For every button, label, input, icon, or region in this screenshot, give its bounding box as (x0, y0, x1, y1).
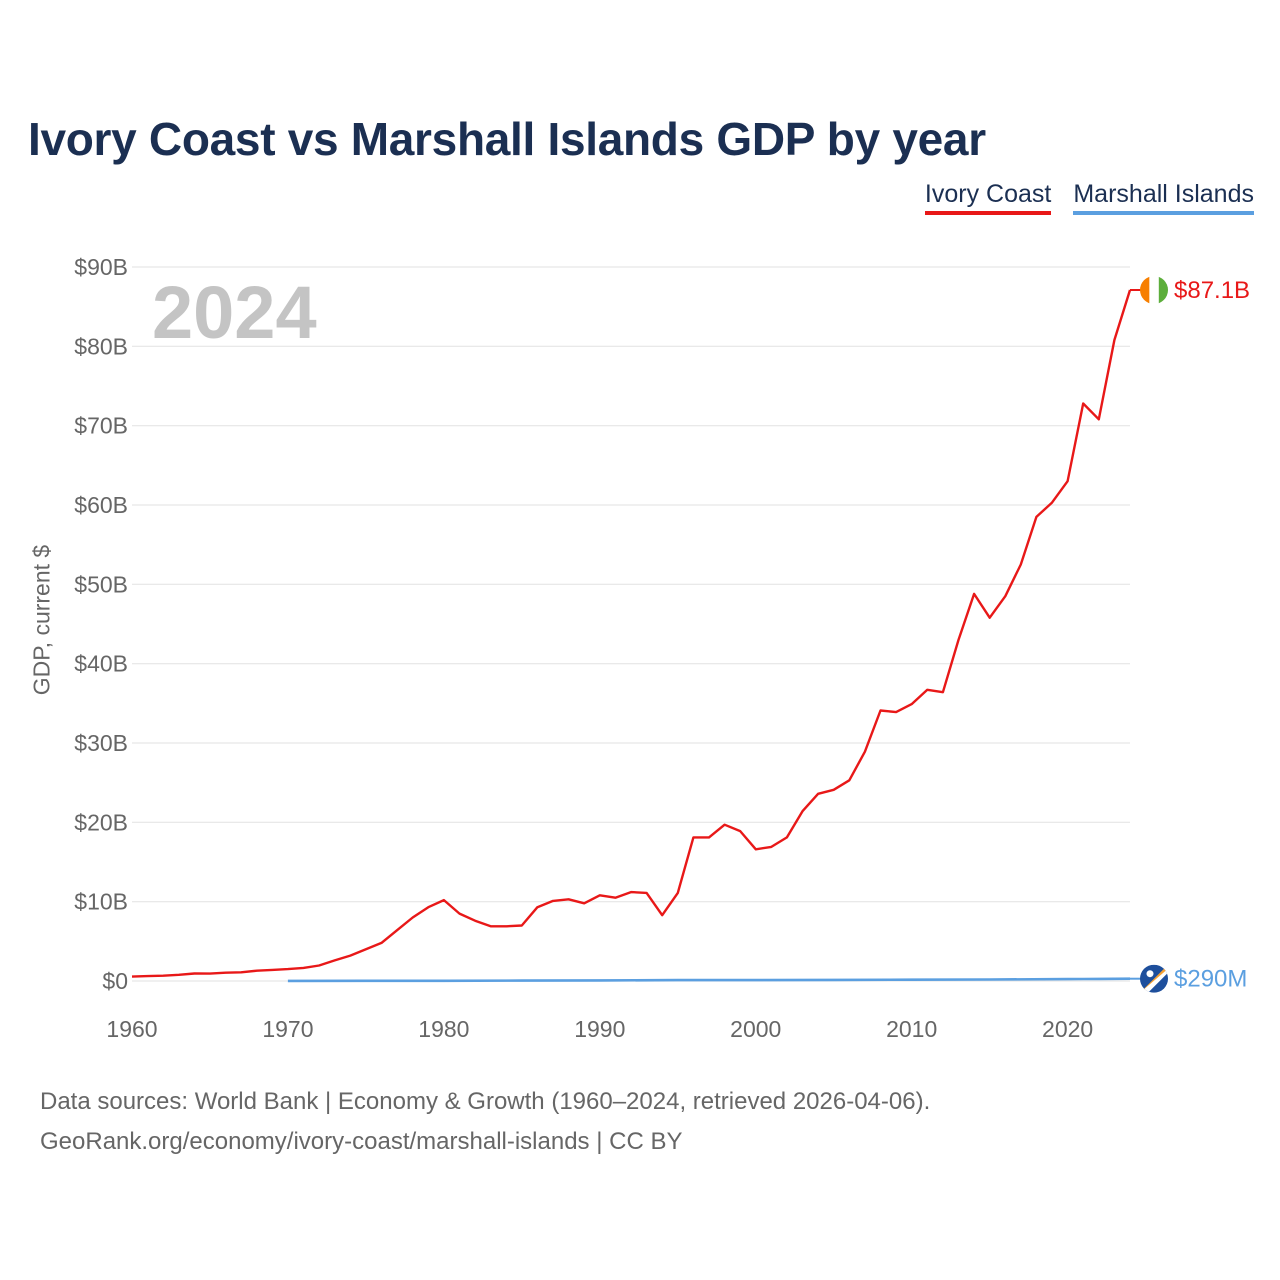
y-tick-label: $10B (74, 889, 128, 915)
y-tick-label: $20B (74, 809, 128, 835)
page-title: Ivory Coast vs Marshall Islands GDP by y… (28, 113, 986, 165)
x-tick-label: 2010 (886, 1016, 937, 1042)
flag-stripe-orange (1140, 276, 1150, 305)
y-tick-label: $60B (74, 492, 128, 518)
legend-item-marshall-islands[interactable]: Marshall Islands (1073, 180, 1254, 215)
x-tick-label: 1970 (262, 1016, 313, 1042)
source-line-1: Data sources: World Bank | Economy & Gro… (40, 1088, 931, 1115)
marshall-islands-flag-icon (1140, 964, 1168, 993)
y-tick-label: $80B (74, 333, 128, 359)
y-tick-label: $90B (74, 254, 128, 280)
x-tick-label: 1960 (106, 1016, 157, 1042)
source-line-2[interactable]: GeoRank.org/economy/ivory-coast/marshall… (40, 1128, 683, 1155)
x-tick-label: 1980 (418, 1016, 469, 1042)
year-watermark: 2024 (152, 271, 317, 354)
legend-item-ivory-coast[interactable]: Ivory Coast (924, 180, 1052, 215)
y-tick-label: $50B (74, 571, 128, 597)
flag-star (1146, 970, 1154, 978)
y-tick-label: $0 (102, 968, 128, 994)
y-tick-label: $30B (74, 730, 128, 756)
source-note: Data sources: World Bank | Economy & Gro… (40, 1082, 930, 1162)
y-tick-label: $70B (74, 413, 128, 439)
ivory-coast-flag-stripes (1140, 276, 1168, 305)
y-tick-label: $40B (74, 651, 128, 677)
series-line-ivory-coast (131, 289, 1132, 978)
legend: Ivory Coast Marshall Islands (924, 180, 1254, 215)
flag-diagonal-white (1140, 968, 1168, 993)
flag-stripe-green (1158, 276, 1168, 305)
flag-stripe-white (1149, 276, 1159, 305)
flag-diagonal-orange (1140, 964, 1168, 993)
ivory-coast-flag-icon (1140, 276, 1168, 305)
series-end-label-ivory-coast: $87.1B (1174, 277, 1250, 304)
x-tick-label: 2000 (730, 1016, 781, 1042)
series-line-marshall-islands (287, 977, 1131, 983)
series-end-label-marshall-islands: $290M (1174, 966, 1247, 993)
x-tick-label: 2020 (1042, 1016, 1093, 1042)
x-tick-label: 1990 (574, 1016, 625, 1042)
